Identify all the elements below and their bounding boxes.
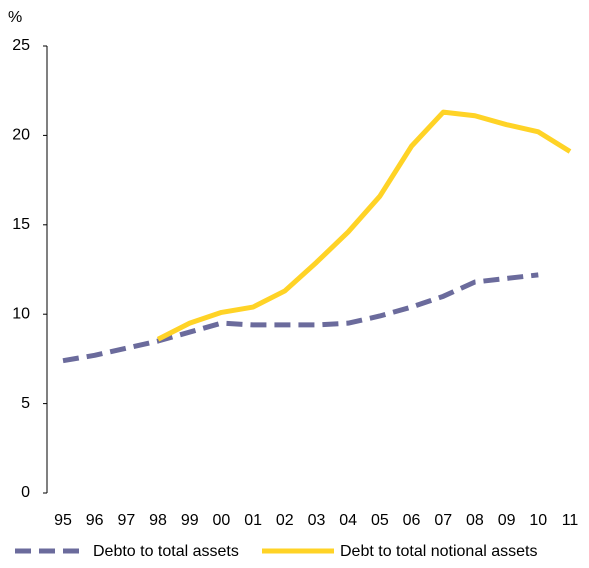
y-tick-label: 5 bbox=[21, 395, 30, 412]
x-tick-label: 99 bbox=[181, 512, 199, 529]
x-tick-label: 08 bbox=[466, 512, 484, 529]
y-tick-label: 15 bbox=[12, 216, 30, 233]
x-tick-label: 11 bbox=[562, 512, 579, 529]
y-tick-label: 0 bbox=[21, 484, 30, 501]
y-tick-label: 20 bbox=[12, 127, 30, 144]
x-tick-label: 98 bbox=[149, 512, 167, 529]
y-tick-label: 10 bbox=[12, 305, 30, 322]
x-tick-label: 10 bbox=[529, 512, 547, 529]
legend-label: Debt to total notional assets bbox=[340, 543, 537, 560]
x-tick-label: 01 bbox=[244, 512, 262, 529]
x-tick-label: 03 bbox=[308, 512, 326, 529]
x-tick-label: 04 bbox=[339, 512, 357, 529]
y-unit: % bbox=[8, 9, 22, 26]
series-line bbox=[156, 109, 572, 342]
x-tick-label: 06 bbox=[403, 512, 421, 529]
x-tick-label: 00 bbox=[213, 512, 231, 529]
x-tick-label: 09 bbox=[498, 512, 516, 529]
x-tick-label: 97 bbox=[117, 512, 135, 529]
x-tick-label: 95 bbox=[54, 512, 72, 529]
x-tick-label: 02 bbox=[276, 512, 294, 529]
x-tick-label: 96 bbox=[86, 512, 104, 529]
y-tick-label: 25 bbox=[12, 37, 30, 54]
series-line bbox=[62, 272, 539, 364]
legend-label: Debto to total assets bbox=[93, 543, 239, 560]
x-tick-label: 07 bbox=[434, 512, 452, 529]
x-tick-label: 05 bbox=[371, 512, 389, 529]
